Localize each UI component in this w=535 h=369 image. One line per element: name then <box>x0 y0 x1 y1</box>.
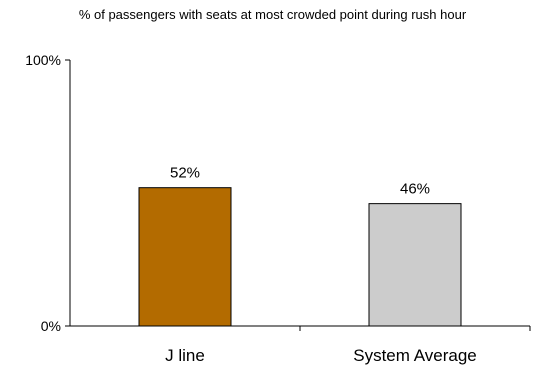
y-tick-label: 0% <box>41 318 61 334</box>
bar <box>138 187 232 327</box>
data-label: 52% <box>170 165 200 182</box>
data-label: 46% <box>400 181 430 198</box>
y-tick-label: 100% <box>25 52 61 68</box>
chart-title: % of passengers with seats at most crowd… <box>78 7 467 22</box>
bar <box>368 203 462 327</box>
x-tick-label: System Average <box>353 346 476 365</box>
x-tick-label: J line <box>165 346 205 365</box>
